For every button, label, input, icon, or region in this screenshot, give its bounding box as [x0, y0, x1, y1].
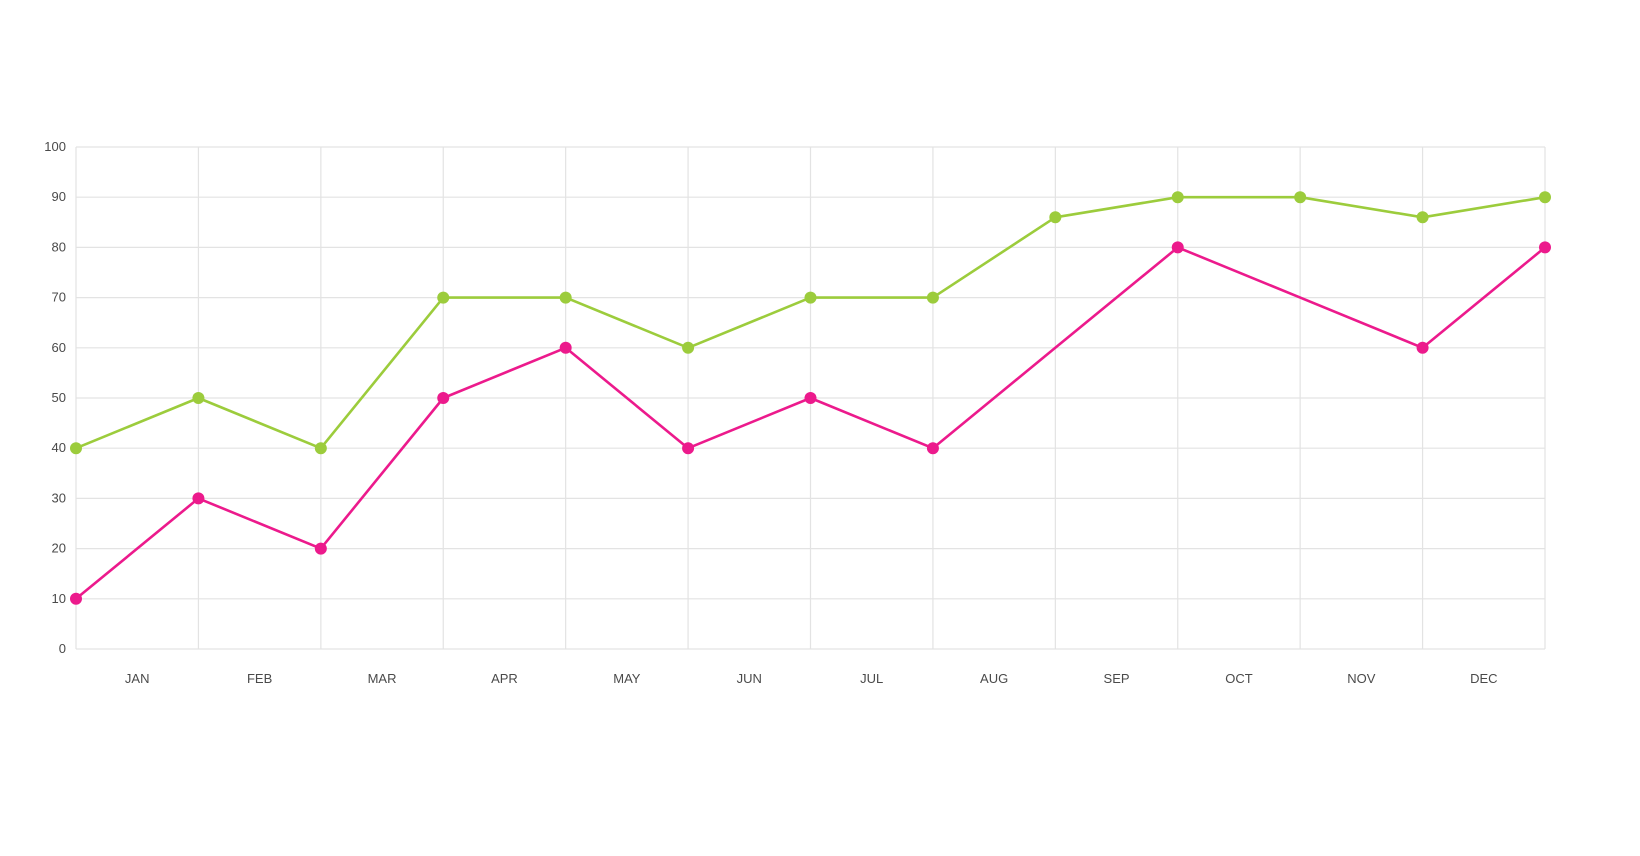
y-tick-label: 20 [52, 541, 66, 556]
x-category-label: MAY [613, 671, 641, 686]
x-category-label: OCT [1225, 671, 1253, 686]
series-2-point[interactable] [1416, 341, 1429, 354]
y-tick-label: 80 [52, 239, 66, 254]
series-1-point[interactable] [559, 291, 572, 304]
x-category-label: MAR [368, 671, 397, 686]
x-category-label: JUL [860, 671, 883, 686]
y-tick-label: 60 [52, 340, 66, 355]
series-1-point[interactable] [70, 442, 82, 455]
series-1-point[interactable] [192, 392, 205, 404]
series-2-point[interactable] [192, 492, 205, 505]
series-1-point[interactable] [804, 291, 817, 304]
series-1-point[interactable] [682, 341, 695, 354]
series-1-point[interactable] [1294, 191, 1307, 204]
y-tick-label: 90 [52, 189, 66, 204]
series-1-point[interactable] [1049, 211, 1062, 224]
series-2-point[interactable] [1171, 241, 1184, 254]
y-tick-label: 0 [59, 641, 66, 656]
series-2 [70, 241, 1551, 605]
x-category-label: JAN [125, 671, 150, 686]
y-tick-label: 100 [44, 139, 66, 154]
x-axis-category-labels: JAN FEB MAR APR MAY JUN JUL AUG SEP OCT NOV DEC [125, 671, 1498, 686]
x-category-label: SEP [1104, 671, 1130, 686]
y-tick-label: 10 [52, 591, 66, 606]
x-category-label: JUN [737, 671, 762, 686]
series-2-point[interactable] [437, 392, 450, 404]
y-tick-label: 40 [52, 440, 66, 455]
y-axis-tick-labels: 0 10 20 30 40 50 60 70 80 90 100 [44, 139, 66, 656]
series-2-point[interactable] [926, 442, 939, 455]
series-1-point[interactable] [1416, 211, 1429, 224]
y-tick-label: 30 [52, 490, 66, 505]
series-1-point[interactable] [437, 291, 450, 304]
series-1 [70, 191, 1551, 455]
series-2-point[interactable] [804, 392, 817, 404]
series-2-point[interactable] [70, 592, 82, 605]
x-category-label: DEC [1470, 671, 1497, 686]
series-1-point[interactable] [926, 291, 939, 304]
series-2-point[interactable] [559, 341, 572, 354]
series-1-point[interactable] [1539, 191, 1551, 204]
series-2-point[interactable] [682, 442, 695, 455]
x-category-label: APR [491, 671, 518, 686]
x-category-label: FEB [247, 671, 272, 686]
x-category-label: AUG [980, 671, 1008, 686]
series-layer [70, 191, 1551, 605]
series-1-point[interactable] [314, 442, 327, 455]
y-tick-label: 70 [52, 290, 66, 305]
series-1-point[interactable] [1171, 191, 1184, 204]
series-2-point[interactable] [314, 542, 327, 555]
series-2-point[interactable] [1539, 241, 1551, 254]
y-tick-label: 50 [52, 390, 66, 405]
x-category-label: NOV [1347, 671, 1376, 686]
